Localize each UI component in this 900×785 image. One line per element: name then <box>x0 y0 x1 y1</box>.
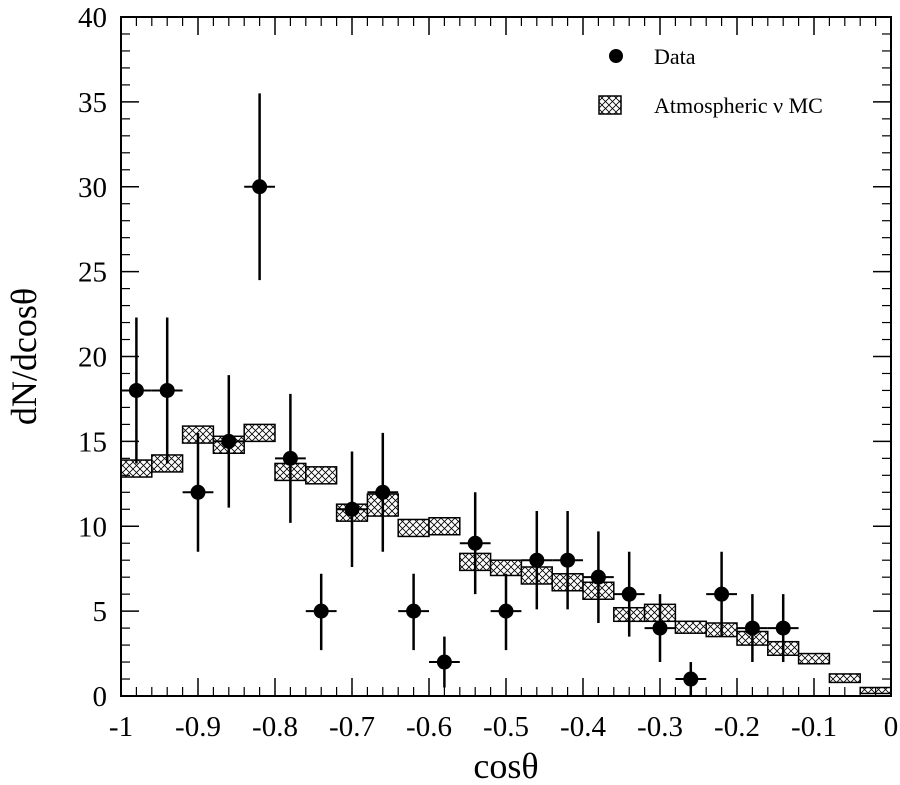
x-tick-label: -0.6 <box>406 711 452 743</box>
data-point <box>367 432 399 552</box>
data-point <box>767 594 799 663</box>
data-marker <box>467 535 483 551</box>
x-tick-label: -1 <box>109 711 133 743</box>
x-tick-label: -0.7 <box>329 711 375 743</box>
data-point <box>182 432 214 552</box>
data-marker <box>744 620 760 636</box>
data-marker <box>128 382 144 398</box>
data-marker <box>282 450 298 466</box>
data-point <box>552 510 583 610</box>
y-tick-label: 10 <box>78 511 107 543</box>
y-axis-title: dN/dcosθ <box>4 288 44 425</box>
data-point <box>213 375 245 508</box>
y-tick-label: 30 <box>78 172 107 204</box>
data-marker <box>252 179 268 195</box>
data-point <box>644 594 676 663</box>
data-point <box>121 317 152 464</box>
x-tick-label: -0.2 <box>714 711 760 743</box>
axis-tick-labels: -1 -0.9 -0.8 -0.7 -0.6 -0.5 -0.4 -0.3 -0.2 -0.1 0 0… <box>78 2 898 743</box>
data-marker <box>436 654 452 670</box>
data-marker <box>529 552 545 568</box>
data-marker <box>590 569 606 585</box>
axis-ticks <box>120 16 892 697</box>
data-marker <box>714 586 730 602</box>
y-tick-label: 15 <box>78 426 107 458</box>
mc-box <box>397 518 430 538</box>
data-marker <box>621 586 637 602</box>
data-marker <box>313 603 329 619</box>
data-marker <box>652 620 668 636</box>
legend-mc-label: Atmospheric ν MC <box>654 93 823 118</box>
y-tick-label: 25 <box>78 257 107 289</box>
data-point <box>737 594 768 663</box>
mc-box <box>305 466 338 485</box>
data-point <box>336 451 368 567</box>
data-marker <box>683 671 699 687</box>
x-tick-label: -0.5 <box>483 711 529 743</box>
data-marker <box>344 501 360 517</box>
x-tick-label: 0 <box>884 711 899 743</box>
data-point <box>521 510 553 610</box>
x-tick-label: -0.3 <box>637 711 683 743</box>
x-axis-title: cosθ <box>473 746 538 785</box>
legend: Data Atmospheric ν MC <box>598 44 823 118</box>
data-point <box>583 531 614 624</box>
data-marker <box>159 382 175 398</box>
data-marker <box>498 603 514 619</box>
y-tick-label: 5 <box>93 596 108 628</box>
data-point <box>706 551 737 637</box>
data-marker <box>775 620 791 636</box>
data-point <box>459 492 491 595</box>
mc-box <box>797 652 831 665</box>
y-tick-label: 40 <box>78 2 107 34</box>
data-points <box>121 93 799 696</box>
data-marker <box>221 433 237 449</box>
x-tick-label: -0.1 <box>791 711 837 743</box>
data-point <box>490 573 522 651</box>
legend-mc-marker <box>598 95 622 115</box>
legend-data-label: Data <box>654 44 696 69</box>
x-tick-label: -0.9 <box>175 711 221 743</box>
mc-box <box>489 559 523 577</box>
data-marker <box>406 603 422 619</box>
y-tick-label: 0 <box>93 681 108 713</box>
data-marker <box>375 484 391 500</box>
mc-boxes <box>120 423 892 695</box>
y-tick-label: 35 <box>78 87 107 119</box>
data-point <box>275 393 306 523</box>
data-point <box>398 573 429 651</box>
legend-data-marker <box>609 49 623 63</box>
mc-box <box>828 673 861 684</box>
mc-box <box>428 517 461 536</box>
x-tick-label: -0.4 <box>560 711 606 743</box>
data-point <box>244 93 275 281</box>
data-marker <box>560 552 576 568</box>
mc-box <box>243 423 276 443</box>
data-point <box>613 551 645 637</box>
y-tick-label: 20 <box>78 342 107 374</box>
x-tick-label: -0.8 <box>252 711 298 743</box>
data-point <box>429 636 460 688</box>
mc-box <box>674 620 707 634</box>
data-point <box>305 573 337 651</box>
data-marker <box>190 484 206 500</box>
data-point <box>151 317 183 464</box>
